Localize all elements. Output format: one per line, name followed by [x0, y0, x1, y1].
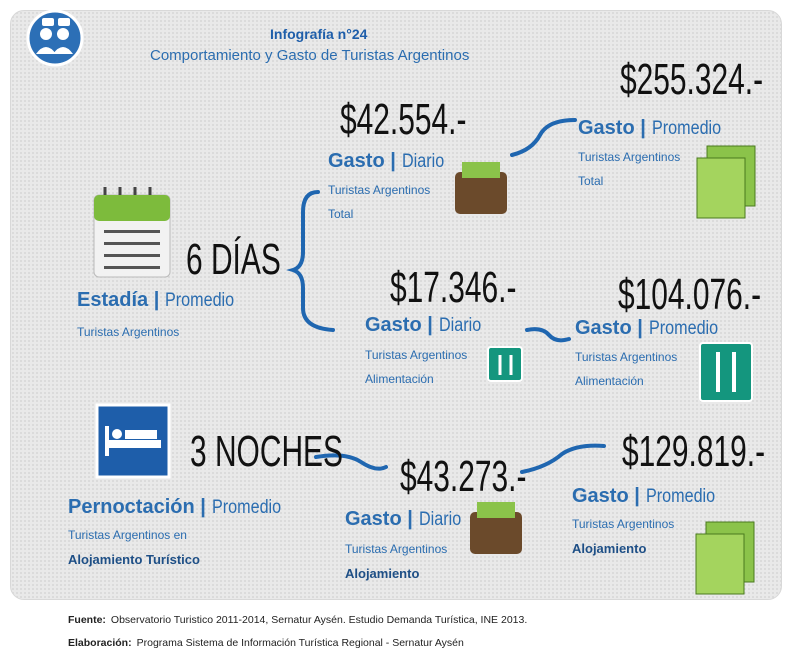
qualifier: Promedio [165, 290, 234, 312]
subtitle: Comportamiento y Gasto de Turistas Argen… [150, 47, 469, 64]
heading: Pernoctación | Promedio [68, 496, 293, 519]
footer-source: Fuente: Observatorio Turistico 2011-2014,… [68, 614, 527, 626]
qualifier: Diario [439, 315, 481, 337]
amount: $43.273.- [400, 455, 526, 499]
label: Estadía | [77, 289, 159, 311]
detail-line: Alojamiento [572, 541, 646, 556]
title: Infografía n°24 [270, 26, 367, 42]
heading: Gasto | Promedio [578, 117, 733, 140]
detail-line: Alimentación [365, 372, 434, 386]
label: Gasto | [345, 508, 413, 530]
detail-line: Turistas Argentinos [575, 350, 677, 364]
amount: $255.324.- [620, 58, 763, 102]
qualifier: Promedio [649, 318, 718, 340]
detail-line: Turistas Argentinos [365, 348, 467, 362]
qualifier: Diario [402, 151, 444, 173]
detail-line: Turistas Argentinos [77, 325, 179, 339]
logo [28, 11, 82, 65]
detail-line: Alimentación [575, 374, 644, 388]
amount: $129.819.- [622, 430, 765, 474]
page: Infografía n°24 Comportamiento y Gasto d… [0, 0, 791, 660]
detail-line: Total [328, 207, 353, 221]
source-label: Fuente: [68, 614, 106, 626]
calendar-icon [94, 187, 170, 277]
detail-line: Alojamiento [345, 566, 419, 581]
qualifier: Promedio [652, 118, 721, 140]
qualifier: Diario [419, 509, 461, 531]
qualifier: Promedio [212, 497, 281, 519]
detail-line: Turistas Argentinos en [68, 528, 187, 542]
heading: Gasto | Diario [328, 150, 451, 173]
heading: Gasto | Diario [345, 508, 468, 531]
amount: $17.346.- [390, 266, 516, 310]
label: Gasto | [572, 485, 640, 507]
amount: $104.076.- [618, 273, 761, 317]
detail-line: Alojamiento Turístico [68, 552, 200, 567]
detail-line: Total [578, 174, 603, 188]
source: Observatorio Turistico 2011-2014, Sernat… [111, 614, 527, 626]
detail-line: Turistas Argentinos [328, 183, 430, 197]
footer-credit: Elaboración: Programa Sistema de Informac… [68, 637, 464, 649]
credit: Programa Sistema de Información Turístic… [137, 637, 464, 649]
detail-line: Turistas Argentinos [578, 150, 680, 164]
amount: 3 NOCHES [190, 430, 343, 474]
qualifier: Promedio [646, 486, 715, 508]
label: Pernoctación | [68, 496, 206, 518]
label: Gasto | [328, 150, 396, 172]
amount: $42.554.- [340, 98, 466, 142]
label: Gasto | [575, 317, 643, 339]
heading: Estadía | Promedio [77, 289, 247, 312]
heading: Gasto | Promedio [572, 485, 727, 508]
label: Gasto | [578, 117, 646, 139]
heading: Gasto | Diario [365, 314, 488, 337]
credit-label: Elaboración: [68, 637, 132, 649]
amount: 6 DÍAS [186, 238, 281, 282]
detail-line: Turistas Argentinos [572, 517, 674, 531]
label: Gasto | [365, 314, 433, 336]
detail-line: Turistas Argentinos [345, 542, 447, 556]
heading: Gasto | Promedio [575, 317, 730, 340]
bed-sign [97, 405, 169, 477]
